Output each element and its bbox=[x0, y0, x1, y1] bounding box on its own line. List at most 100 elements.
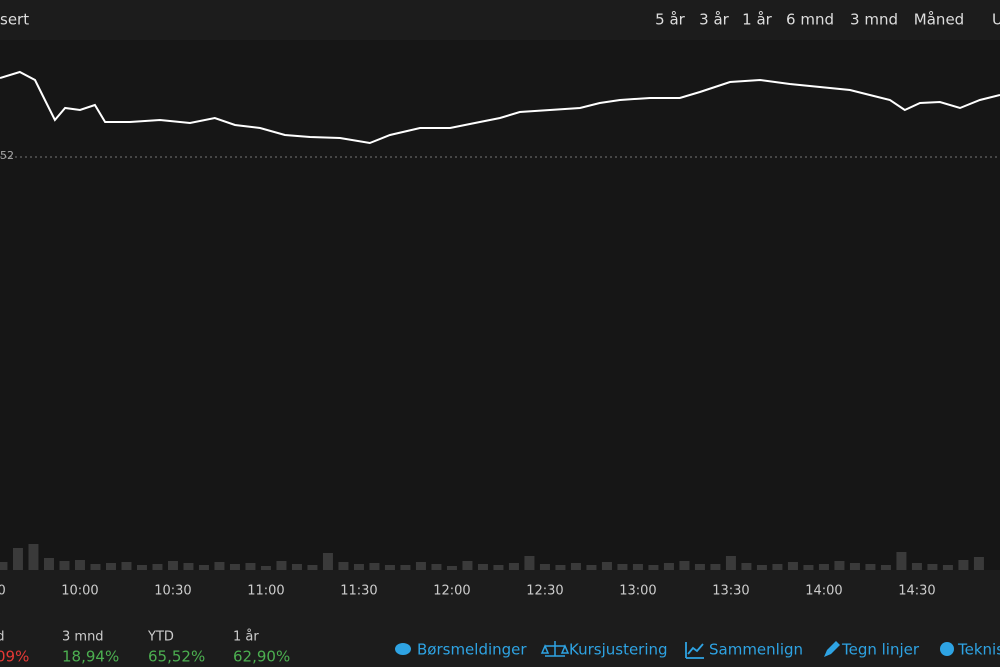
x-tick-label: 12:00 bbox=[433, 584, 470, 599]
x-tick-label: 14:00 bbox=[805, 584, 842, 599]
x-tick-label: 11:00 bbox=[247, 584, 284, 599]
volume-bar bbox=[648, 565, 659, 570]
stat-value: 62,90% bbox=[233, 648, 290, 666]
toolbar-link[interactable]: Kursjustering bbox=[569, 641, 668, 659]
volume-bar bbox=[710, 564, 721, 570]
volume-bar bbox=[942, 565, 953, 570]
price-line bbox=[0, 70, 1000, 145]
range-button[interactable]: 6 mnd bbox=[786, 11, 834, 29]
volume-bar bbox=[12, 548, 23, 570]
volume-bar bbox=[121, 562, 132, 570]
volume-bar bbox=[524, 556, 535, 570]
volume-bar bbox=[167, 561, 178, 570]
volume-bar bbox=[198, 565, 209, 570]
volume-bar bbox=[617, 564, 628, 570]
volume-bar bbox=[276, 561, 287, 570]
volume-bar bbox=[586, 565, 597, 570]
x-tick-label: 10:00 bbox=[61, 584, 98, 599]
volume-bar bbox=[818, 564, 829, 570]
volume-bar bbox=[772, 564, 783, 570]
volume-bar bbox=[415, 562, 426, 570]
volume-bar bbox=[0, 562, 8, 570]
volume-bar bbox=[477, 564, 488, 570]
x-tick-label: 12:30 bbox=[526, 584, 563, 599]
volume-bar bbox=[369, 563, 380, 570]
x-tick-label: 10:30 bbox=[154, 584, 191, 599]
plot-area bbox=[0, 40, 1000, 570]
volume-bar bbox=[725, 556, 736, 570]
x-tick-label: 09:30 bbox=[0, 584, 6, 599]
volume-bar bbox=[229, 564, 240, 570]
volume-bar bbox=[880, 565, 891, 570]
range-button[interactable]: 1 år bbox=[742, 11, 773, 29]
volume-bar bbox=[632, 564, 643, 570]
volume-bar bbox=[679, 561, 690, 570]
range-button[interactable]: 3 mnd bbox=[850, 11, 898, 29]
volume-bar bbox=[927, 564, 938, 570]
range-button[interactable]: Uk bbox=[992, 11, 1000, 29]
volume-bar bbox=[896, 552, 907, 570]
volume-bar bbox=[601, 562, 612, 570]
x-tick-label: 14:30 bbox=[898, 584, 935, 599]
volume-bar bbox=[384, 565, 395, 570]
x-tick-label: 13:00 bbox=[619, 584, 656, 599]
stat-value: 65,52% bbox=[148, 648, 205, 666]
volume-bar bbox=[694, 564, 705, 570]
volume-bar bbox=[958, 560, 969, 570]
volume-bar bbox=[214, 562, 225, 570]
volume-bar bbox=[136, 565, 147, 570]
volume-bar bbox=[74, 560, 85, 570]
toolbar-link[interactable]: Sammenlign bbox=[709, 641, 803, 659]
header-label: sert bbox=[0, 11, 29, 29]
stat-value: 18,94% bbox=[62, 648, 119, 666]
range-button[interactable]: 3 år bbox=[699, 11, 730, 29]
volume-bar bbox=[555, 565, 566, 570]
volume-bar bbox=[291, 564, 302, 570]
range-button[interactable]: 5 år bbox=[655, 11, 686, 29]
volume-bar bbox=[322, 553, 333, 570]
volume-bar bbox=[756, 565, 767, 570]
volume-bar bbox=[307, 565, 318, 570]
volume-bar bbox=[973, 557, 984, 570]
stat-label: 1 år bbox=[233, 630, 259, 645]
volume-bar bbox=[539, 564, 550, 570]
volume-bar bbox=[803, 565, 814, 570]
volume-bar bbox=[446, 566, 457, 570]
stat-label: YTD bbox=[147, 630, 174, 645]
x-tick-label: 11:30 bbox=[340, 584, 377, 599]
volume-bar bbox=[431, 564, 442, 570]
volume-bar bbox=[152, 564, 163, 570]
toolbar-link[interactable]: Tegn linjer bbox=[841, 641, 920, 659]
reference-label: 52 bbox=[0, 149, 14, 162]
volume-bar bbox=[338, 562, 349, 570]
volume-bar bbox=[741, 563, 752, 570]
volume-bar bbox=[663, 563, 674, 570]
volume-bar bbox=[245, 563, 256, 570]
volume-bar bbox=[834, 561, 845, 570]
volume-bar bbox=[105, 563, 116, 570]
volume-bar bbox=[508, 563, 519, 570]
volume-bar bbox=[90, 564, 101, 570]
volume-bar bbox=[493, 565, 504, 570]
stat-label: nd bbox=[0, 630, 5, 645]
volume-bar bbox=[570, 563, 581, 570]
volume-bar bbox=[787, 562, 798, 570]
stat-label: 3 mnd bbox=[62, 630, 104, 645]
volume-bar bbox=[353, 564, 364, 570]
toolbar-link[interactable]: Teknis bbox=[957, 641, 1000, 659]
volume-bar bbox=[911, 563, 922, 570]
volume-bar bbox=[849, 563, 860, 570]
volume-bar bbox=[183, 563, 194, 570]
stat-value: 09% bbox=[0, 648, 29, 666]
link-icons bbox=[395, 641, 954, 659]
range-button[interactable]: Måned bbox=[914, 11, 964, 29]
volume-bar bbox=[28, 544, 39, 570]
x-tick-label: 13:30 bbox=[712, 584, 749, 599]
volume-bar bbox=[400, 565, 411, 570]
volume-bar bbox=[462, 561, 473, 570]
volume-bar bbox=[59, 561, 70, 570]
volume-bar bbox=[43, 558, 54, 570]
volume-bar bbox=[260, 566, 271, 570]
toolbar-link[interactable]: Børsmeldinger bbox=[417, 641, 527, 659]
